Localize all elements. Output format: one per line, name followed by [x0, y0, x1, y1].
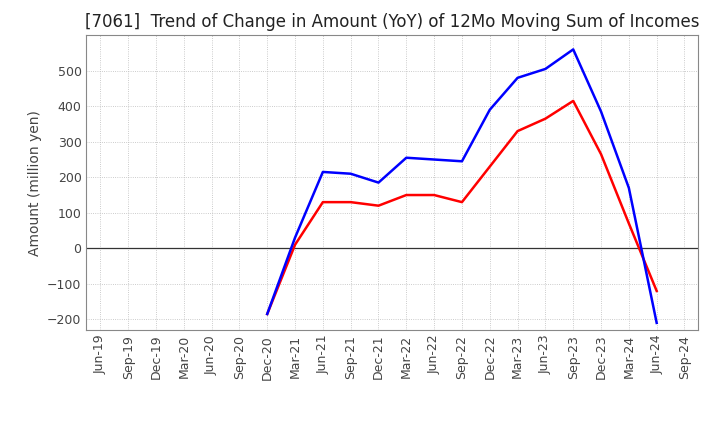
Ordinary Income	[318, 169, 327, 175]
Net Income	[485, 164, 494, 169]
Net Income	[291, 242, 300, 247]
Net Income	[263, 312, 271, 317]
Net Income	[374, 203, 383, 208]
Net Income	[402, 192, 410, 198]
Net Income	[624, 221, 633, 226]
Ordinary Income	[263, 312, 271, 317]
Line: Net Income: Net Income	[267, 101, 657, 314]
Ordinary Income	[346, 171, 355, 176]
Net Income	[513, 128, 522, 134]
Ordinary Income	[569, 47, 577, 52]
Ordinary Income	[513, 75, 522, 81]
Net Income	[318, 199, 327, 205]
Net Income	[430, 192, 438, 198]
Net Income	[346, 199, 355, 205]
Y-axis label: Amount (million yen): Amount (million yen)	[27, 110, 42, 256]
Line: Ordinary Income: Ordinary Income	[267, 49, 657, 323]
Ordinary Income	[374, 180, 383, 185]
Net Income	[541, 116, 550, 121]
Ordinary Income	[624, 185, 633, 191]
Title: [7061]  Trend of Change in Amount (YoY) of 12Mo Moving Sum of Incomes: [7061] Trend of Change in Amount (YoY) o…	[85, 13, 700, 31]
Ordinary Income	[652, 320, 661, 326]
Ordinary Income	[485, 107, 494, 113]
Ordinary Income	[597, 109, 606, 114]
Net Income	[597, 151, 606, 157]
Net Income	[652, 288, 661, 293]
Ordinary Income	[458, 159, 467, 164]
Ordinary Income	[291, 235, 300, 240]
Ordinary Income	[541, 66, 550, 72]
Ordinary Income	[402, 155, 410, 160]
Ordinary Income	[430, 157, 438, 162]
Net Income	[458, 199, 467, 205]
Net Income	[569, 98, 577, 103]
